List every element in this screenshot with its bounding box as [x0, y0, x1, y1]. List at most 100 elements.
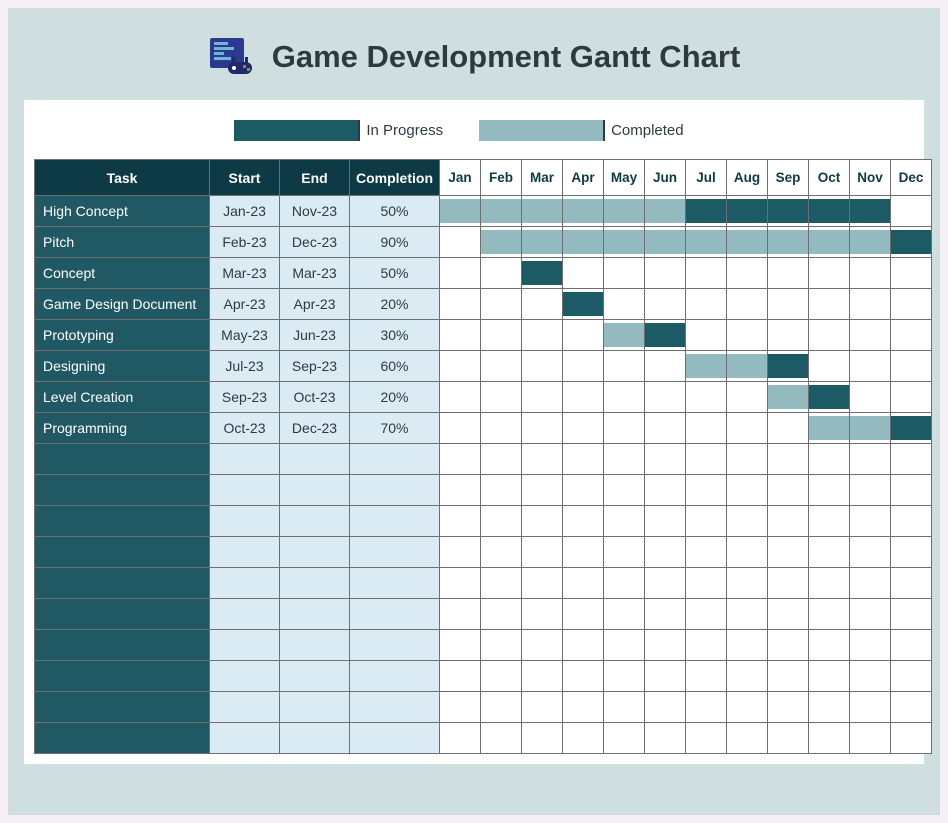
- gantt-cell: [522, 506, 563, 537]
- gantt-cell: [481, 351, 522, 382]
- gantt-cell: [645, 351, 686, 382]
- gantt-row: Level CreationSep-23Oct-2320%: [35, 382, 932, 413]
- task-completion-cell: [350, 537, 440, 568]
- gantt-table: TaskStartEndCompletionJanFebMarAprMayJun…: [34, 159, 932, 754]
- gantt-bar-segment: [563, 230, 603, 254]
- gantt-cell: [563, 506, 604, 537]
- gantt-cell: [440, 320, 481, 351]
- task-completion-cell: [350, 599, 440, 630]
- task-start-cell: [210, 475, 280, 506]
- chart-frame: Game Development Gantt Chart In Progress…: [8, 8, 940, 815]
- gantt-cell: [850, 444, 891, 475]
- gantt-cell: [686, 599, 727, 630]
- task-completion-cell: [350, 692, 440, 723]
- task-name-cell: High Concept: [35, 196, 210, 227]
- gantt-row: [35, 537, 932, 568]
- task-start-cell: Jul-23: [210, 351, 280, 382]
- gantt-cell: [604, 413, 645, 444]
- col-header-end: End: [280, 160, 350, 196]
- task-start-cell: [210, 661, 280, 692]
- gantt-row: [35, 661, 932, 692]
- gantt-cell: [604, 320, 645, 351]
- task-start-cell: [210, 630, 280, 661]
- gantt-cell: [850, 506, 891, 537]
- gantt-cell: [604, 351, 645, 382]
- task-completion-cell: [350, 506, 440, 537]
- col-header-month: Jun: [645, 160, 686, 196]
- gantt-cell: [768, 692, 809, 723]
- gantt-row: High ConceptJan-23Nov-2350%: [35, 196, 932, 227]
- task-end-cell: Jun-23: [280, 320, 350, 351]
- gantt-cell: [809, 475, 850, 506]
- gantt-cell: [522, 475, 563, 506]
- col-header-month: May: [604, 160, 645, 196]
- gantt-cell: [850, 723, 891, 754]
- gantt-cell: [440, 723, 481, 754]
- gantt-cell: [645, 227, 686, 258]
- task-name-cell: [35, 630, 210, 661]
- gantt-cell: [604, 382, 645, 413]
- gantt-cell: [522, 661, 563, 692]
- gantt-cell: [522, 382, 563, 413]
- gantt-cell: [891, 568, 932, 599]
- gantt-cell: [686, 413, 727, 444]
- gantt-cell: [891, 320, 932, 351]
- gantt-cell: [727, 692, 768, 723]
- gantt-cell: [850, 227, 891, 258]
- task-end-cell: [280, 506, 350, 537]
- gantt-cell: [645, 599, 686, 630]
- gantt-row: ConceptMar-23Mar-2350%: [35, 258, 932, 289]
- gantt-cell: [727, 723, 768, 754]
- gantt-cell: [440, 196, 481, 227]
- gantt-cell: [563, 661, 604, 692]
- task-name-cell: [35, 692, 210, 723]
- gantt-cell: [481, 196, 522, 227]
- gantt-cell: [645, 413, 686, 444]
- gantt-cell: [686, 258, 727, 289]
- gantt-bar-segment: [850, 230, 890, 254]
- gantt-cell: [604, 227, 645, 258]
- task-end-cell: Oct-23: [280, 382, 350, 413]
- gantt-cell: [891, 537, 932, 568]
- task-completion-cell: 90%: [350, 227, 440, 258]
- gantt-cell: [891, 661, 932, 692]
- gantt-cell: [440, 289, 481, 320]
- task-end-cell: [280, 599, 350, 630]
- gantt-cell: [522, 444, 563, 475]
- gantt-cell: [809, 568, 850, 599]
- task-start-cell: Mar-23: [210, 258, 280, 289]
- gantt-cell: [522, 723, 563, 754]
- gantt-cell: [727, 320, 768, 351]
- gantt-cell: [727, 351, 768, 382]
- gantt-cell: [522, 568, 563, 599]
- gantt-cell: [891, 444, 932, 475]
- header-bar: Game Development Gantt Chart: [24, 24, 924, 100]
- task-start-cell: [210, 723, 280, 754]
- gantt-bar-segment: [768, 199, 808, 223]
- gantt-cell: [809, 537, 850, 568]
- col-header-month: Mar: [522, 160, 563, 196]
- page-title: Game Development Gantt Chart: [272, 39, 741, 75]
- task-name-cell: Level Creation: [35, 382, 210, 413]
- gantt-bar-segment: [645, 199, 685, 223]
- gantt-cell: [768, 382, 809, 413]
- gantt-cell: [809, 599, 850, 630]
- gantt-cell: [563, 692, 604, 723]
- gantt-cell: [809, 382, 850, 413]
- gantt-cell: [563, 258, 604, 289]
- gantt-cell: [645, 196, 686, 227]
- gantt-cell: [809, 351, 850, 382]
- gantt-row: [35, 599, 932, 630]
- gantt-cell: [645, 444, 686, 475]
- gantt-cell: [481, 475, 522, 506]
- gantt-bar-segment: [768, 385, 808, 409]
- task-start-cell: Feb-23: [210, 227, 280, 258]
- gantt-bar-segment: [645, 230, 685, 254]
- col-header-start: Start: [210, 160, 280, 196]
- gantt-cell: [440, 692, 481, 723]
- gantt-cell: [686, 475, 727, 506]
- task-start-cell: [210, 599, 280, 630]
- task-name-cell: Designing: [35, 351, 210, 382]
- gantt-cell: [563, 723, 604, 754]
- gantt-cell: [563, 444, 604, 475]
